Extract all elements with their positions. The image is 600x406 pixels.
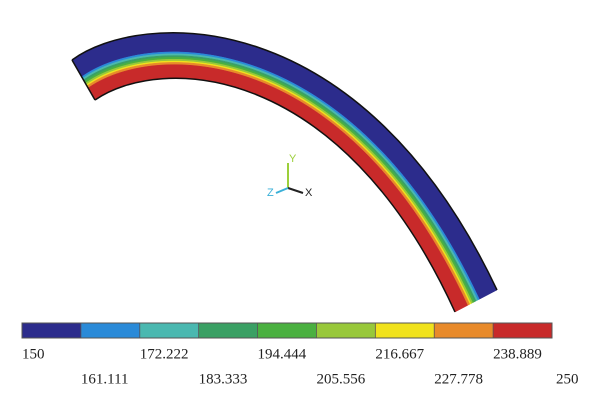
x-label: X <box>305 187 313 199</box>
legend-band <box>375 323 435 338</box>
legend-band <box>198 323 258 338</box>
legend-label: 150 <box>22 346 45 362</box>
legend-label: 183.333 <box>199 371 248 387</box>
z-label: Z <box>267 187 274 199</box>
legend-label: 216.667 <box>375 346 424 362</box>
z-axis <box>275 187 289 194</box>
legend-band <box>257 323 317 338</box>
legend-band <box>493 323 552 338</box>
legend-label: 227.778 <box>434 371 483 387</box>
color-legend: 150 161.111 172.222 183.333 194.444 205.556 21… <box>21 322 579 387</box>
legend-band <box>139 323 199 338</box>
legend-band <box>22 323 81 338</box>
x-axis <box>287 187 304 194</box>
beam-end <box>71 59 96 101</box>
legend-band <box>434 323 494 338</box>
legend-band <box>316 323 376 338</box>
beam-edge <box>71 32 498 291</box>
legend-band <box>80 323 140 338</box>
beam-edge <box>94 77 456 313</box>
legend-label: 250 <box>556 371 579 387</box>
legend-label: 238.889 <box>493 346 542 362</box>
legend-label: 194.444 <box>258 346 307 362</box>
legend-label: 161.111 <box>81 371 129 387</box>
legend-label: 205.556 <box>316 371 365 387</box>
axis-triad: Y X Z <box>267 153 313 199</box>
beam <box>71 32 498 313</box>
legend-label: 172.222 <box>140 346 189 362</box>
y-label: Y <box>289 153 297 165</box>
